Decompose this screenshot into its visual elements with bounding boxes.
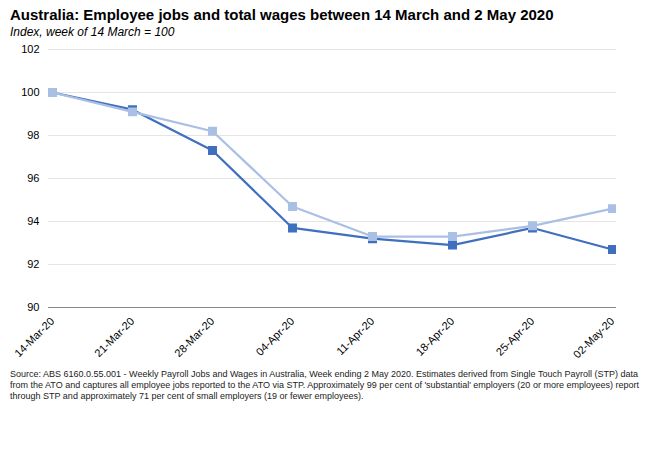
svg-text:96: 96 — [27, 172, 39, 184]
svg-text:98: 98 — [27, 129, 39, 141]
svg-text:18-Apr-20: 18-Apr-20 — [413, 315, 456, 358]
html-text:Australia: Employee jobs and t: Australia: Employee jobs and total wages… — [10, 6, 554, 23]
svg-text:04-Apr-20: 04-Apr-20 — [253, 315, 296, 358]
svg-text:11-Apr-20: 11-Apr-20 — [334, 315, 377, 358]
svg-text:100: 100 — [21, 86, 39, 98]
svg-text:28-Mar-20: 28-Mar-20 — [172, 315, 216, 359]
svg-text:21-Mar-20: 21-Mar-20 — [92, 315, 136, 359]
svg-text:94: 94 — [27, 215, 39, 227]
svg-text:90: 90 — [27, 301, 39, 313]
svg-text:02-May-20: 02-May-20 — [571, 315, 617, 361]
html-text:Source: ABS 6160.0.55.001 - We: Source: ABS 6160.0.55.001 - Weekly Payro… — [10, 369, 639, 401]
svg-text:14-Mar-20: 14-Mar-20 — [12, 315, 56, 359]
html-text:Index, week of 14 March = 100: Index, week of 14 March = 100 — [10, 25, 175, 39]
svg-text:25-Apr-20: 25-Apr-20 — [493, 315, 536, 358]
svg-text:92: 92 — [27, 258, 39, 270]
svg-text:102: 102 — [21, 43, 39, 55]
